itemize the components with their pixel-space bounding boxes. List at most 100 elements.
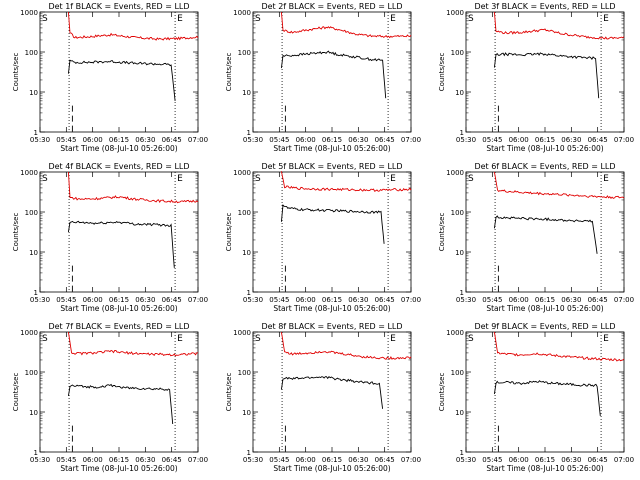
y-axis-label: Counts/sec <box>225 213 233 252</box>
x-axis-label: Start Time (08-Jul-10 05:26:00) <box>273 464 390 473</box>
start-marker-label: S <box>42 334 48 344</box>
start-marker-label: S <box>255 334 261 344</box>
events-series-line <box>493 52 600 99</box>
y-axis-label: Counts/sec <box>12 213 20 252</box>
detector-panel: Det 1f BLACK = Events, RED = LLD 1 10 100 10… <box>12 2 208 153</box>
start-marker-label: S <box>42 174 48 184</box>
x-tick-label: 05:45 <box>482 296 502 304</box>
x-tick-label: 06:15 <box>535 296 555 304</box>
x-tick-label: 06:00 <box>83 456 103 464</box>
y-tick-label: 1000 <box>233 169 251 177</box>
detector-panel: Det 3f BLACK = Events, RED = LLD 1 10 100 10… <box>438 2 634 153</box>
x-axis-label: Start Time (08-Jul-10 05:26:00) <box>273 144 390 153</box>
detector-panel: Det 6f BLACK = Events, RED = LLD 1 10 100 10… <box>438 162 634 313</box>
lld-series-line <box>493 11 625 40</box>
x-tick-label: 05:45 <box>269 136 289 144</box>
end-marker-label: E <box>390 14 396 24</box>
lld-series-line <box>280 171 412 192</box>
x-tick-label: 07:00 <box>401 136 421 144</box>
x-tick-label: 06:30 <box>348 296 368 304</box>
end-marker-label: E <box>603 174 609 184</box>
x-tick-label: 05:45 <box>56 296 76 304</box>
y-tick-label: 100 <box>238 369 251 377</box>
x-tick-label: 06:15 <box>535 456 555 464</box>
detector-panel: Det 9f BLACK = Events, RED = LLD 1 10 100 10… <box>438 322 634 473</box>
events-series-line <box>67 59 176 101</box>
x-tick-label: 05:45 <box>482 456 502 464</box>
axes-frame <box>465 331 625 453</box>
detector-panel: Det 4f BLACK = Events, RED = LLD 1 10 100 10… <box>12 162 208 313</box>
start-marker-label: S <box>468 334 474 344</box>
axes-frame <box>252 331 412 453</box>
events-series-line <box>67 220 175 268</box>
detector-panel: Det 5f BLACK = Events, RED = LLD 1 10 100 10… <box>225 162 421 313</box>
y-axis-label: Counts/sec <box>438 373 446 412</box>
x-tick-label: 06:45 <box>162 456 182 464</box>
x-tick-label: 06:30 <box>348 136 368 144</box>
x-tick-label: 05:30 <box>30 296 50 304</box>
start-marker-label: S <box>255 174 261 184</box>
x-axis-label: Start Time (08-Jul-10 05:26:00) <box>486 304 603 313</box>
axes-frame <box>39 11 199 133</box>
x-tick-label: 06:00 <box>509 136 529 144</box>
y-tick-label: 1 <box>247 449 251 457</box>
x-tick-label: 06:15 <box>322 136 342 144</box>
y-axis-label: Counts/sec <box>12 53 20 92</box>
end-marker-label: E <box>177 174 183 184</box>
end-marker-label: E <box>177 334 183 344</box>
start-marker-label: S <box>468 14 474 24</box>
y-tick-label: 1 <box>247 129 251 137</box>
y-tick-label: 1000 <box>446 9 464 17</box>
x-tick-label: 05:30 <box>30 456 50 464</box>
x-tick-label: 05:30 <box>243 296 263 304</box>
x-tick-label: 05:45 <box>56 136 76 144</box>
end-marker-label: E <box>603 334 609 344</box>
y-tick-label: 1 <box>34 129 38 137</box>
y-tick-label: 1000 <box>446 169 464 177</box>
lld-series-line <box>493 171 625 200</box>
lld-series-line <box>67 11 199 41</box>
y-tick-label: 1 <box>247 289 251 297</box>
y-tick-label: 10 <box>455 89 464 97</box>
x-axis-label: Start Time (08-Jul-10 05:26:00) <box>60 304 177 313</box>
lld-series-line <box>280 11 412 39</box>
y-tick-label: 1000 <box>20 9 38 17</box>
y-tick-label: 1000 <box>233 9 251 17</box>
events-series-line <box>493 215 598 254</box>
x-tick-label: 06:45 <box>588 296 608 304</box>
x-tick-label: 06:30 <box>348 456 368 464</box>
panel-title: Det 1f BLACK = Events, RED = LLD <box>48 2 189 11</box>
x-tick-label: 07:00 <box>401 296 421 304</box>
x-tick-label: 06:30 <box>561 136 581 144</box>
end-marker-label: E <box>390 174 396 184</box>
lld-series-line <box>67 331 199 357</box>
x-tick-label: 07:00 <box>188 136 208 144</box>
axes-frame <box>465 171 625 293</box>
x-tick-label: 06:00 <box>83 296 103 304</box>
x-tick-label: 06:15 <box>109 136 129 144</box>
y-tick-label: 1 <box>460 289 464 297</box>
x-tick-label: 06:45 <box>375 296 395 304</box>
end-marker-label: E <box>390 334 396 344</box>
events-series-line <box>280 376 384 409</box>
y-tick-label: 1000 <box>233 329 251 337</box>
y-tick-label: 100 <box>25 209 38 217</box>
x-tick-label: 07:00 <box>188 456 208 464</box>
panel-title: Det 8f BLACK = Events, RED = LLD <box>261 322 402 331</box>
x-tick-label: 05:30 <box>243 136 263 144</box>
x-tick-label: 06:00 <box>296 136 316 144</box>
axes-frame <box>39 171 199 293</box>
x-tick-label: 06:45 <box>162 296 182 304</box>
x-axis-label: Start Time (08-Jul-10 05:26:00) <box>60 464 177 473</box>
detector-panel: Det 7f BLACK = Events, RED = LLD 1 10 100 10… <box>12 322 208 473</box>
x-tick-label: 06:00 <box>83 136 103 144</box>
y-tick-label: 100 <box>238 209 251 217</box>
x-tick-label: 06:30 <box>135 136 155 144</box>
start-marker-label: S <box>42 14 48 24</box>
x-tick-label: 05:45 <box>56 456 76 464</box>
panel-title: Det 3f BLACK = Events, RED = LLD <box>474 2 615 11</box>
x-tick-label: 06:00 <box>509 296 529 304</box>
x-tick-label: 06:00 <box>296 296 316 304</box>
y-tick-label: 1 <box>460 129 464 137</box>
y-axis-label: Counts/sec <box>438 53 446 92</box>
